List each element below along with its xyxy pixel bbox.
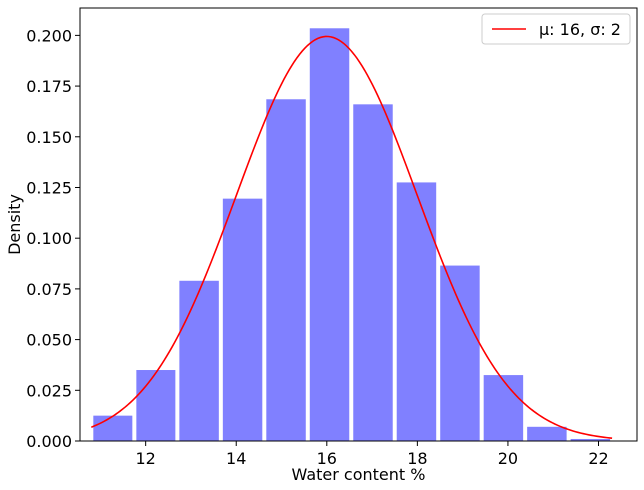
histogram-bar-4 xyxy=(222,198,263,441)
histogram-bar-9 xyxy=(440,265,480,441)
histogram-bar-12 xyxy=(570,438,611,441)
x-tick-label: 12 xyxy=(135,449,155,468)
legend: μ: 16, σ: 2 xyxy=(481,13,631,45)
y-tick-label: 0.175 xyxy=(26,77,72,96)
histogram-bar-3 xyxy=(179,280,219,441)
y-axis-title: Density xyxy=(5,194,24,255)
legend-box xyxy=(481,13,631,45)
histogram-bar-11 xyxy=(527,426,567,441)
x-axis-title: Water content % xyxy=(292,465,426,484)
y-tick-label: 0.075 xyxy=(26,280,72,299)
x-tick-label: 20 xyxy=(498,449,518,468)
y-tick-label: 0.200 xyxy=(26,26,72,45)
legend-label: μ: 16, σ: 2 xyxy=(539,20,621,39)
histogram-bar-6 xyxy=(309,28,350,441)
histogram-bar-1 xyxy=(93,415,133,441)
x-axis-ticks: 12 14 16 18 20 22 xyxy=(135,441,609,468)
y-tick-label: 0.025 xyxy=(26,381,72,400)
y-tick-label: 0.150 xyxy=(26,128,72,147)
histogram-bar-7 xyxy=(353,104,393,441)
normal-density-curve xyxy=(91,35,613,439)
histogram-bars xyxy=(93,28,611,441)
histogram-bar-10 xyxy=(483,375,524,441)
x-tick-label: 16 xyxy=(317,449,337,468)
y-tick-label: 0.100 xyxy=(26,229,72,248)
histogram-bar-8 xyxy=(396,182,437,441)
y-axis-ticks: 0.000 0.025 0.050 0.075 0.100 0.125 0.150 0.175… xyxy=(26,26,80,451)
x-tick-label: 14 xyxy=(226,449,246,468)
x-tick-label: 18 xyxy=(407,449,427,468)
x-tick-label: 22 xyxy=(588,449,608,468)
histogram-bar-2 xyxy=(136,370,176,441)
plot-frame xyxy=(79,7,638,442)
y-tick-label: 0.050 xyxy=(26,331,72,350)
y-tick-label: 0.125 xyxy=(26,178,72,197)
y-tick-label: 0.000 xyxy=(26,432,72,451)
histogram-bar-5 xyxy=(266,99,306,441)
